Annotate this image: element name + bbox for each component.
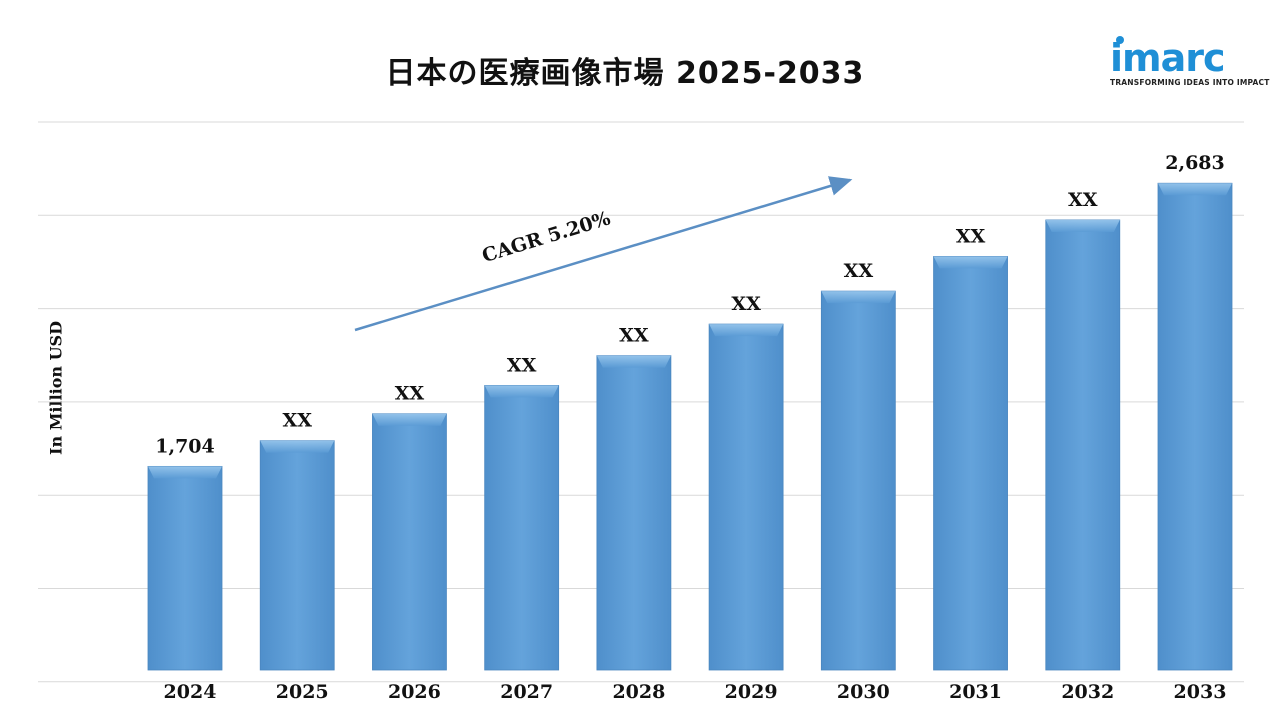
bar-2031 bbox=[933, 256, 1008, 671]
bar-2030 bbox=[820, 290, 896, 671]
bar-2028 bbox=[596, 355, 672, 671]
data-label-2026: XX bbox=[395, 383, 425, 405]
category-label-2033: 2033 bbox=[1174, 681, 1227, 703]
logo-wordmark: imarc bbox=[1110, 36, 1226, 80]
cagr-annotation: CAGR 5.20% bbox=[354, 176, 853, 332]
bar-cap-2033 bbox=[1158, 183, 1232, 196]
imarc-logo: imarc TRANSFORMING IDEAS INTO IMPACT bbox=[1110, 36, 1270, 100]
bar-2025 bbox=[259, 440, 335, 671]
bar-cap-2032 bbox=[1045, 219, 1120, 232]
bar-cap-2031 bbox=[933, 256, 1008, 269]
bar-2029 bbox=[708, 323, 784, 671]
bar-cap-2028 bbox=[596, 355, 671, 368]
data-label-2033: 2,683 bbox=[1165, 152, 1225, 174]
data-label-2031: XX bbox=[956, 225, 986, 247]
bar-cap-2030 bbox=[821, 291, 896, 304]
category-label-2032: 2032 bbox=[1061, 681, 1114, 703]
bar-2033 bbox=[1157, 182, 1233, 671]
category-label-2029: 2029 bbox=[725, 681, 778, 703]
category-labels: 2024 2025 2026 2027 2028 2029 2030 2031 2032 2033 bbox=[164, 681, 1227, 703]
bars bbox=[147, 182, 1233, 671]
category-label-2028: 2028 bbox=[612, 681, 665, 703]
chart-title: 日本の医療画像市場 2025-2033 bbox=[385, 56, 865, 91]
data-label-2028: XX bbox=[619, 325, 649, 347]
data-label-2024: 1,704 bbox=[155, 435, 215, 457]
logo-dot-icon bbox=[1116, 36, 1124, 44]
bar-cap-2029 bbox=[709, 324, 784, 337]
category-label-2027: 2027 bbox=[500, 681, 553, 703]
bar-2026 bbox=[372, 413, 447, 671]
data-label-2030: XX bbox=[844, 260, 874, 282]
bar-cap-2027 bbox=[484, 385, 559, 398]
logo-tagline: TRANSFORMING IDEAS INTO IMPACT bbox=[1110, 78, 1270, 87]
data-label-2025: XX bbox=[282, 410, 312, 432]
category-label-2030: 2030 bbox=[837, 681, 890, 703]
bar-cap-2026 bbox=[372, 413, 447, 426]
bar-2024 bbox=[147, 465, 223, 671]
data-label-2029: XX bbox=[731, 293, 761, 315]
bar-2032 bbox=[1045, 219, 1121, 671]
data-label-2027: XX bbox=[507, 354, 537, 376]
bar-2027 bbox=[484, 385, 560, 671]
bar-cap-2025 bbox=[260, 440, 335, 453]
category-label-2025: 2025 bbox=[276, 681, 329, 703]
category-label-2024: 2024 bbox=[164, 681, 217, 703]
data-labels: 1,704 XX XX XX XX XX XX XX XX 2,683 bbox=[155, 152, 1225, 457]
bar-cap-2024 bbox=[148, 466, 222, 479]
cagr-arrow bbox=[354, 176, 853, 332]
data-label-2032: XX bbox=[1068, 189, 1098, 211]
category-label-2031: 2031 bbox=[949, 681, 1002, 703]
category-label-2026: 2026 bbox=[388, 681, 441, 703]
